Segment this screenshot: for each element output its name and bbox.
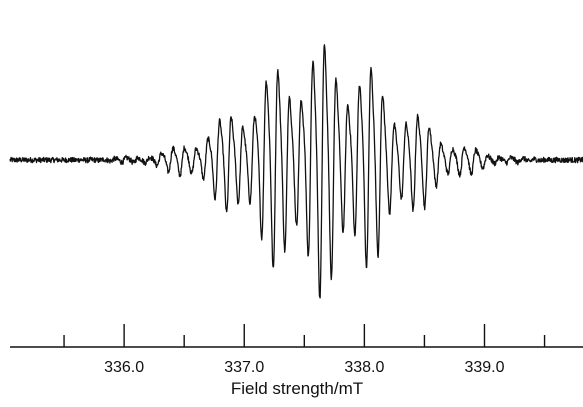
x-axis: 336.0 337.0 338.0 339.0 Field strength/mT [10,324,583,398]
x-tick-labels: 336.0 337.0 338.0 339.0 [104,359,505,376]
plot-area [9,44,583,299]
x-tick-label: 336.0 [104,359,144,376]
x-ticks [63,324,546,347]
x-axis-title: Field strength/mT [231,379,363,398]
spectrum-line [9,44,583,299]
x-tick-label: 337.0 [224,359,264,376]
x-tick-label: 338.0 [344,359,384,376]
x-tick-label: 339.0 [464,359,504,376]
